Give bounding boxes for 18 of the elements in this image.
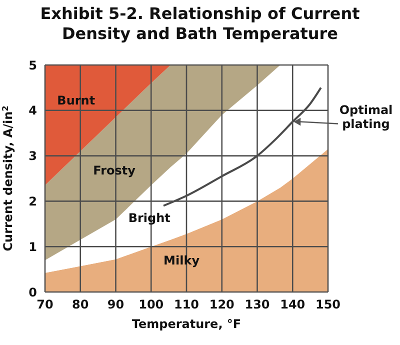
legend-label: Optimal plating xyxy=(339,102,393,131)
chart-title: Exhibit 5-2. Relationship of Current Density and Bath Temperature xyxy=(40,4,360,44)
y-tick-label: 2 xyxy=(28,194,37,208)
x-tick-label: 80 xyxy=(72,298,89,312)
x-tick-label: 100 xyxy=(138,298,164,312)
x-tick-label: 140 xyxy=(280,298,306,312)
x-axis-title: Temperature, °F xyxy=(132,317,242,331)
x-tick-label: 130 xyxy=(244,298,270,312)
y-tick-label: 3 xyxy=(28,149,37,164)
x-tick-label: 90 xyxy=(107,298,124,312)
x-tick-label: 70 xyxy=(36,298,54,312)
y-tick-label: 5 xyxy=(28,58,37,72)
y-tick-label: 0 xyxy=(28,285,37,300)
x-tick-label: 110 xyxy=(174,298,200,312)
y-tick-label: 4 xyxy=(28,104,37,118)
x-tick-label: 150 xyxy=(315,298,341,312)
y-tick-label: 1 xyxy=(28,240,37,254)
x-tick-label: 120 xyxy=(209,298,234,312)
